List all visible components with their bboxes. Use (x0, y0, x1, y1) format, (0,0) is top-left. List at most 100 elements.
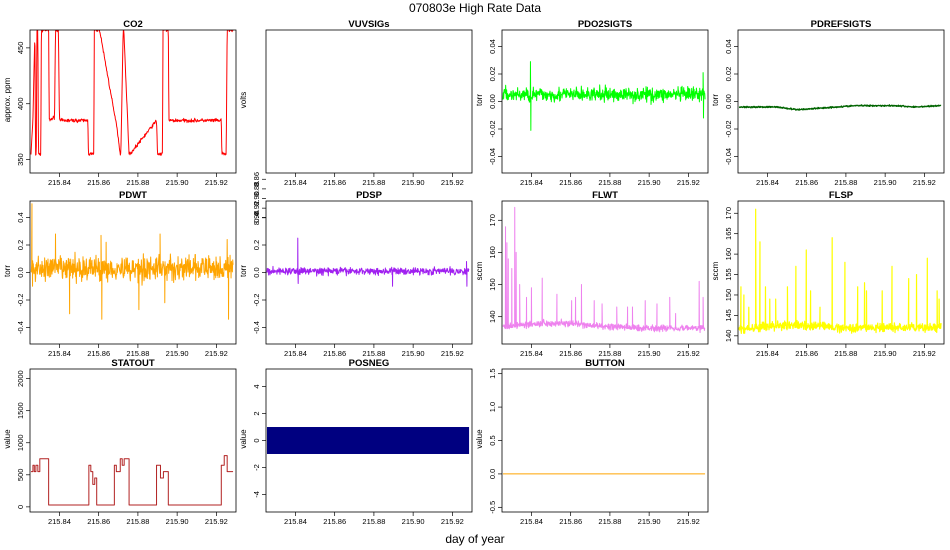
pdsp-y-tick-label: 0.4 (252, 212, 261, 222)
pdo2sigts-y-tick-label: 0.02 (488, 67, 497, 82)
pdsp-y-tick-label: -0.2 (252, 294, 261, 307)
pdrefsigts-y-tick-label: 0.02 (724, 67, 733, 82)
flsp-x-tick-label: 215.88 (834, 349, 857, 358)
co2-x-tick-label: 215.90 (166, 178, 189, 187)
pdwt-x-tick-label: 215.84 (48, 349, 71, 358)
posneg-title: POSNEG (349, 358, 390, 369)
co2-series-line (30, 30, 234, 157)
pdsp-x-tick-label: 215.88 (362, 349, 385, 358)
flwt-series-line (502, 206, 706, 334)
flwt-x-tick-label: 215.86 (559, 349, 582, 358)
flwt-y-tick-label: 140 (488, 310, 497, 323)
figure-title: 070803e High Rate Data (409, 1, 541, 15)
flsp-y-tick-label: 140 (724, 330, 733, 343)
statout-y-tick-label: 0 (16, 505, 25, 509)
pdo2sigts-series-line (502, 61, 706, 131)
button-y-tick-label: -0.5 (488, 501, 497, 514)
button-title: BUTTON (585, 358, 625, 369)
button-x-tick-label: 215.92 (677, 517, 700, 526)
panel-pdsp: PDSP 215.84 215.86 215.88 215.90 215.92 -0.4 -0… (239, 190, 473, 358)
posneg-x-tick-label: 215.92 (441, 517, 464, 526)
co2-y-tick-label: 400 (16, 97, 25, 110)
button-x-tick-label: 215.88 (598, 517, 621, 526)
flwt-frame (501, 200, 709, 345)
posneg-x-tick-label: 215.84 (284, 517, 307, 526)
posneg-y-axis-label: value (239, 429, 248, 449)
pdrefsigts-series-line (738, 104, 942, 111)
flsp-plot-area (738, 208, 942, 335)
flsp-x-tick-label: 215.86 (795, 349, 818, 358)
statout-frame (29, 368, 237, 513)
co2-x-tick-label: 215.92 (205, 178, 228, 187)
co2-frame (29, 29, 237, 174)
co2-y-tick-label: 350 (16, 153, 25, 166)
panel-posneg: POSNEG 215.84 215.86 215.88 215.90 215.92 -4 -2… (239, 358, 473, 526)
co2-y-axis-label: approx. ppm (3, 77, 12, 122)
flsp-y-axis-label: sccm (711, 261, 720, 280)
vuvsigs-x-tick-label: 215.84 (284, 178, 307, 187)
pdsp-y-tick-label: 0.0 (252, 267, 261, 277)
panel-co2: CO2 215.84 215.86 215.88 215.90 215.92 350 400 4… (3, 19, 237, 187)
posneg-plot-area (266, 427, 470, 454)
pdsp-y-tick-label: -0.4 (252, 321, 261, 334)
flsp-y-tick-label: 145 (724, 309, 733, 322)
pdrefsigts-x-tick-label: 215.84 (756, 178, 779, 187)
figure-x-axis-label: day of year (445, 532, 504, 546)
button-x-tick-label: 215.84 (520, 517, 543, 526)
pdsp-x-tick-label: 215.86 (323, 349, 346, 358)
statout-plot-area (30, 455, 234, 506)
co2-title: CO2 (123, 19, 143, 30)
posneg-x-tick-label: 215.90 (402, 517, 425, 526)
panel-pdwt: PDWT 215.84 215.86 215.88 215.90 215.92 -0.4 -0… (3, 190, 237, 358)
flsp-y-tick-label: 150 (724, 289, 733, 302)
pdwt-x-tick-label: 215.90 (166, 349, 189, 358)
flwt-title: FLWT (592, 190, 618, 201)
pdsp-y-axis-label: torr (239, 265, 248, 277)
pdsp-title: PDSP (356, 190, 383, 201)
pdsp-plot-area (266, 237, 470, 287)
pdo2sigts-y-tick-label: -0.02 (488, 120, 497, 137)
pdsp-x-tick-label: 215.92 (441, 349, 464, 358)
panel-vuvsigs: VUVSIGs 215.84 215.86 215.88 215.90 215.92 8.8… (239, 19, 473, 225)
pdo2sigts-x-tick-label: 215.86 (559, 178, 582, 187)
pdrefsigts-x-tick-label: 215.86 (795, 178, 818, 187)
flwt-y-tick-label: 160 (488, 246, 497, 259)
statout-title: STATOUT (111, 358, 154, 369)
pdwt-plot-area (30, 203, 234, 320)
button-y-tick-label: 0.5 (488, 435, 497, 445)
button-x-tick-label: 215.86 (559, 517, 582, 526)
pdwt-y-tick-label: 0.2 (16, 240, 25, 250)
panel-button: BUTTON 215.84 215.86 215.88 215.90 215.92 -0.5… (475, 358, 709, 526)
pdwt-y-tick-label: 0.4 (16, 212, 25, 222)
pdrefsigts-x-tick-label: 215.88 (834, 178, 857, 187)
posneg-y-tick-label: 2 (252, 411, 261, 415)
co2-x-tick-label: 215.86 (87, 178, 110, 187)
vuvsigs-x-tick-label: 215.88 (362, 178, 385, 187)
pdo2sigts-plot-area (502, 61, 706, 131)
vuvsigs-x-tick-label: 215.86 (323, 178, 346, 187)
pdo2sigts-x-tick-label: 215.88 (598, 178, 621, 187)
button-y-tick-label: 0.0 (488, 469, 497, 479)
vuvsigs-y-tick-label: 8.90 (252, 191, 261, 206)
pdo2sigts-y-tick-label: 0.00 (488, 94, 497, 109)
pdsp-series-line (266, 237, 470, 287)
pdrefsigts-x-tick-label: 215.90 (874, 178, 897, 187)
pdrefsigts-y-tick-label: 0.04 (724, 39, 733, 54)
flwt-x-tick-label: 215.84 (520, 349, 543, 358)
flsp-y-tick-label: 160 (724, 248, 733, 261)
posneg-x-tick-label: 215.88 (362, 517, 385, 526)
co2-x-tick-label: 215.84 (48, 178, 71, 187)
posneg-y-tick-label: -2 (252, 464, 261, 471)
pdo2sigts-x-tick-label: 215.90 (638, 178, 661, 187)
pdo2sigts-y-axis-label: torr (475, 94, 484, 106)
flwt-x-tick-label: 215.88 (598, 349, 621, 358)
statout-y-tick-label: 1000 (16, 434, 25, 451)
panel-flwt: FLWT 215.84 215.86 215.88 215.90 215.92 140 150… (475, 190, 709, 358)
pdwt-y-axis-label: torr (3, 265, 12, 277)
pdwt-title: PDWT (119, 190, 147, 201)
pdrefsigts-y-tick-label: 0.00 (724, 94, 733, 109)
pdwt-x-tick-label: 215.88 (126, 349, 149, 358)
vuvsigs-y-axis-label: volts (239, 92, 248, 108)
